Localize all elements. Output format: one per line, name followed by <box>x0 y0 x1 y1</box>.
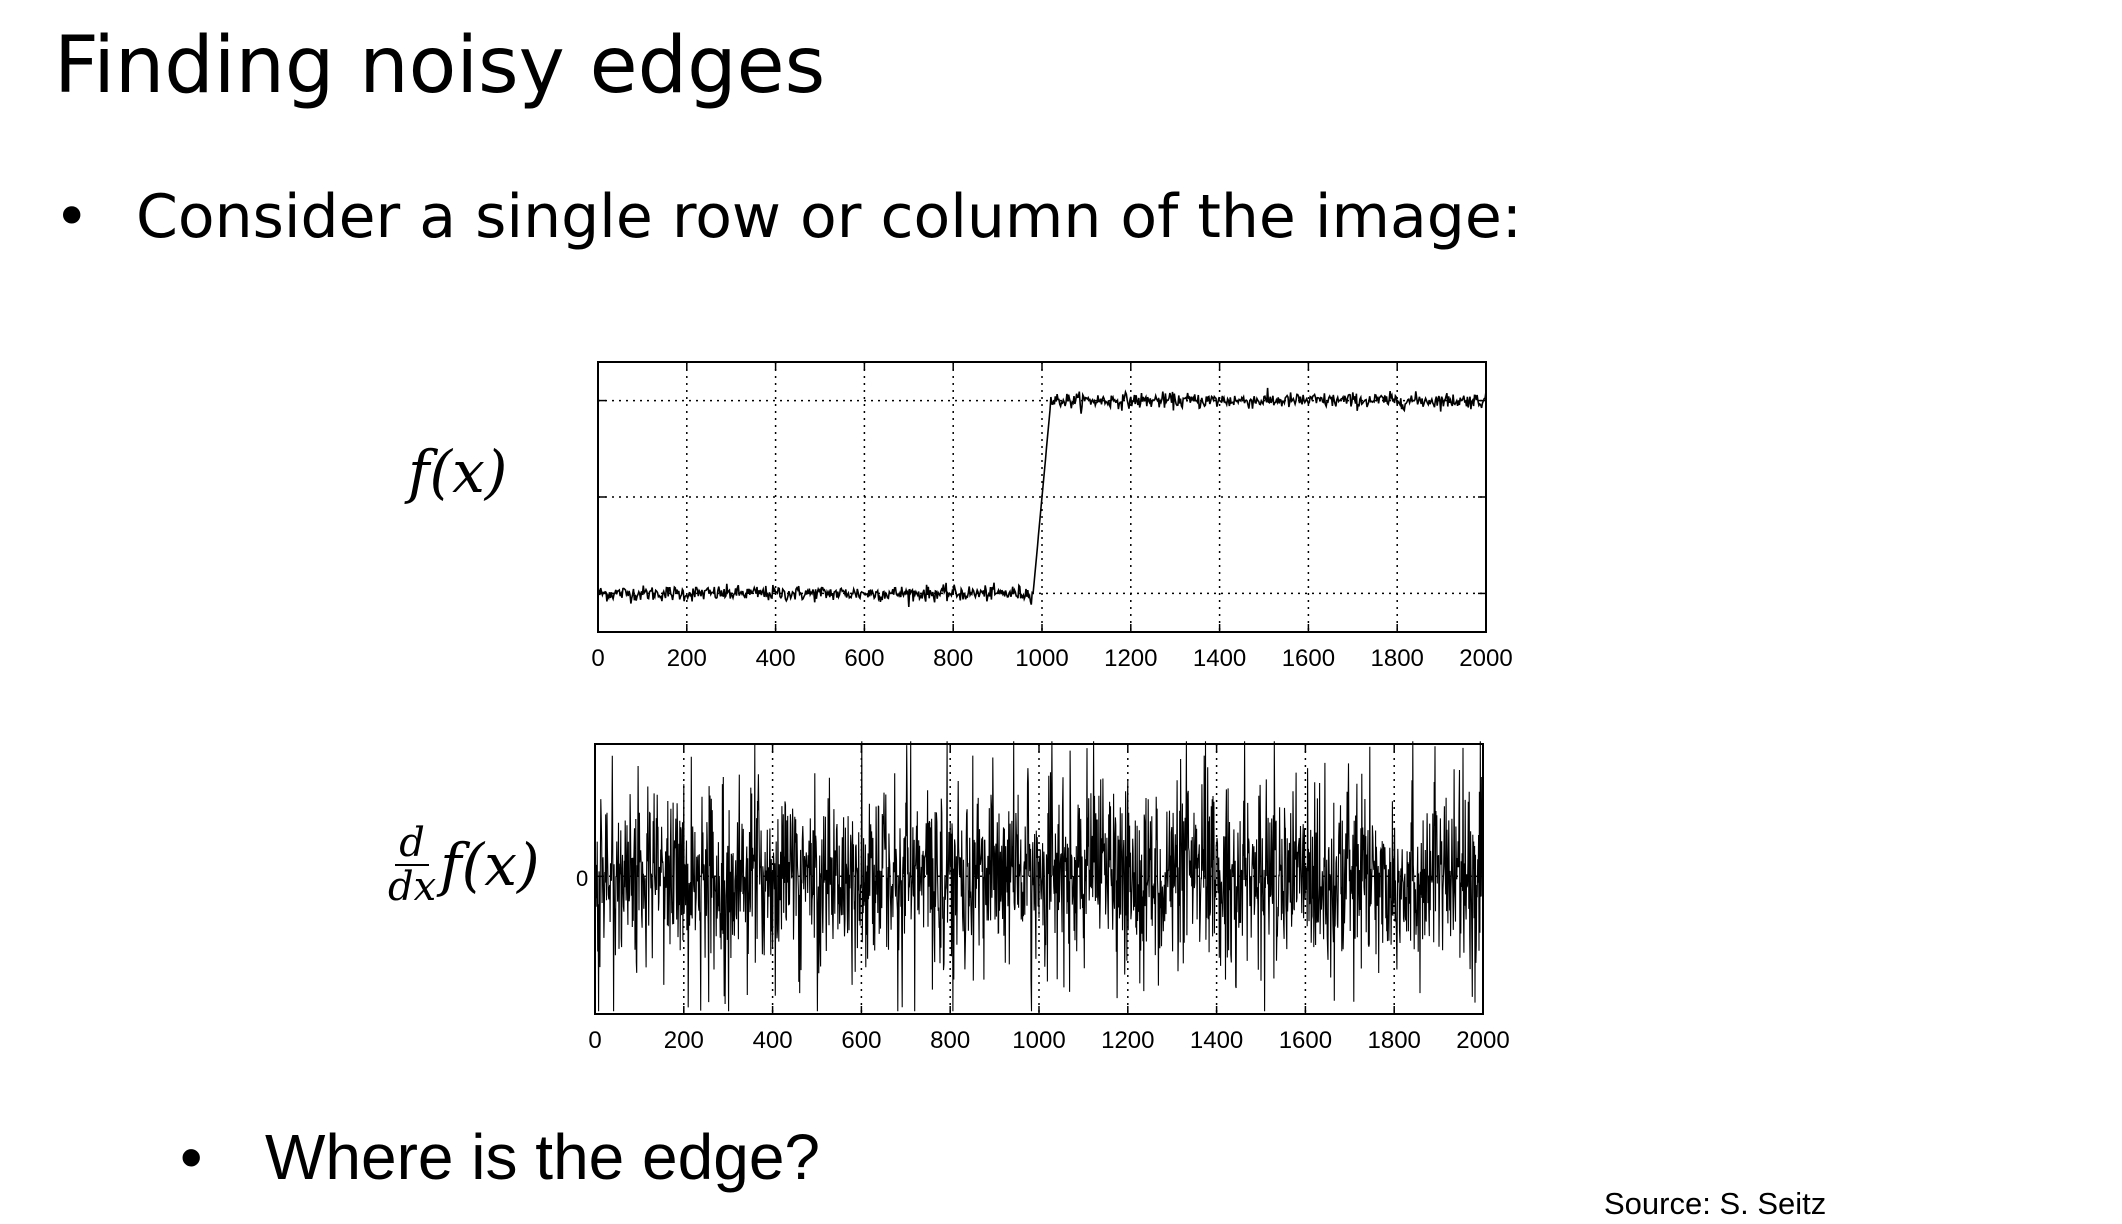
chart1-x-tick-label: 200 <box>667 645 707 672</box>
bullet-dot: • <box>180 1121 203 1193</box>
chart2-ylabel-fx: f(x) <box>440 831 540 899</box>
chart2-series-line <box>594 741 1484 1012</box>
derivative-fraction: d dx <box>388 822 436 908</box>
chart2-x-tick-label: 800 <box>930 1027 970 1054</box>
chart-derivative-signal: 0 200 400 600 800 1000 1200 1400 1600 1800 2000 <box>588 741 1510 1054</box>
chart1-frame <box>597 361 1487 633</box>
chart2-x-tick-label: 1800 <box>1368 1027 1421 1054</box>
chart1-series-line <box>597 387 1487 607</box>
chart1-x-tick-label: 1400 <box>1193 645 1246 672</box>
bullet-dot: • <box>54 182 90 252</box>
chart-step-signal: 0 200 400 600 800 1000 1200 1400 1600 1800 2000 <box>591 361 1513 672</box>
fraction-numerator: d <box>395 822 429 866</box>
bullet-where-edge-text: Where is the edge? <box>265 1121 820 1193</box>
chart2-x-tick-label: 1600 <box>1279 1027 1332 1054</box>
chart2-x-tick-label: 1000 <box>1012 1027 1065 1054</box>
bullet-consider: • Consider a single row or column of the… <box>54 172 1522 262</box>
fraction-denominator: dx <box>388 864 437 910</box>
chart2-x-tick-label: 200 <box>664 1027 704 1054</box>
source-credit: Source: S. Seitz <box>1604 1186 1827 1221</box>
chart2-y-zero-tick: 0 <box>576 866 589 891</box>
chart1-x-tick-label: 400 <box>756 645 796 672</box>
chart1-x-tick-label: 1000 <box>1015 645 1068 672</box>
chart1-x-tick-label: 600 <box>844 645 884 672</box>
slide-title: Finding noisy edges <box>54 21 826 111</box>
chart2-ylabel: d dx f(x) <box>388 822 540 908</box>
chart1-x-tick-label: 2000 <box>1459 645 1512 672</box>
chart2-x-tick-label: 0 <box>588 1027 601 1054</box>
bullet-consider-text: Consider a single row or column of the i… <box>136 182 1522 252</box>
chart2-x-tick-label: 2000 <box>1456 1027 1509 1054</box>
chart1-x-tick-label: 1800 <box>1371 645 1424 672</box>
chart1-x-tick-label: 800 <box>933 645 973 672</box>
chart2-x-tick-label: 1400 <box>1190 1027 1243 1054</box>
chart2-x-tick-label: 1200 <box>1101 1027 1154 1054</box>
chart2-x-tick-label: 600 <box>841 1027 881 1054</box>
chart1-x-tick-label: 1600 <box>1282 645 1335 672</box>
chart2-x-tick-label: 400 <box>753 1027 793 1054</box>
chart1-x-tick-label: 1200 <box>1104 645 1157 672</box>
chart1-ylabel: f(x) <box>408 438 508 506</box>
bullet-where-edge: • Where is the edge? <box>180 1112 820 1202</box>
chart1-x-tick-label: 0 <box>591 645 604 672</box>
